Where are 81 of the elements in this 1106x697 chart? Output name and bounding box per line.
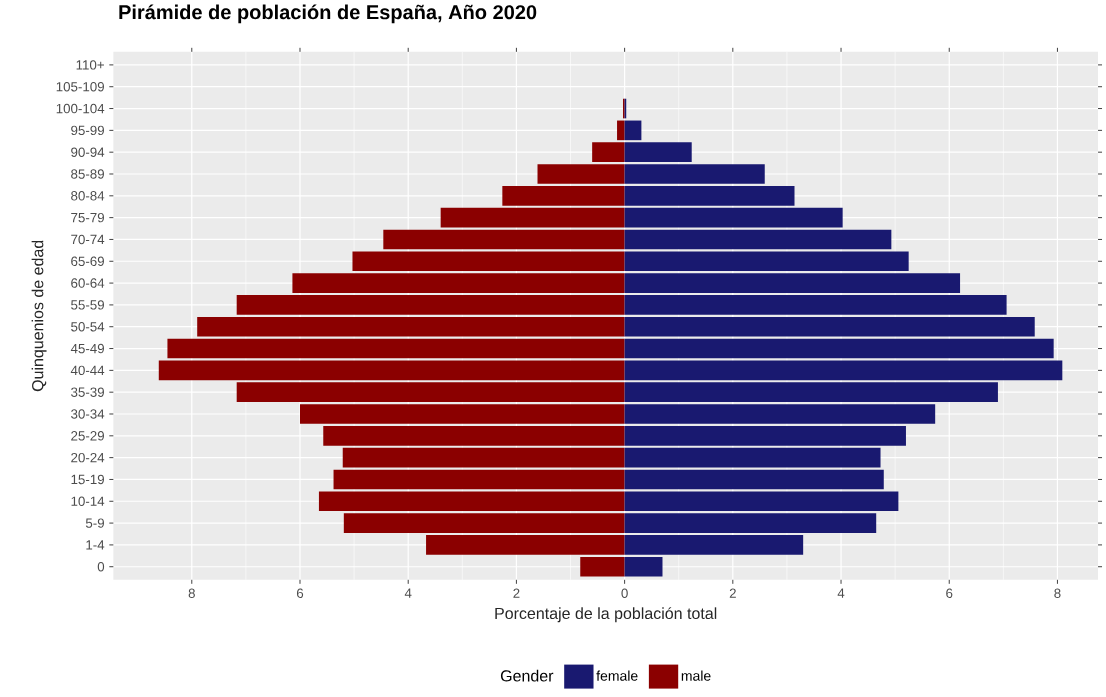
x-tick-label: 4 bbox=[404, 588, 412, 598]
bar bbox=[624, 426, 906, 446]
y-tick-label: 1-4 bbox=[86, 540, 105, 550]
bar bbox=[592, 142, 625, 163]
y-tick-label: 30-34 bbox=[71, 409, 105, 419]
legend-label: female bbox=[596, 670, 638, 681]
bar bbox=[624, 557, 663, 577]
y-axis-title: Quinquenios de edad bbox=[31, 240, 47, 392]
bar bbox=[426, 535, 625, 555]
bar bbox=[333, 469, 625, 490]
bar bbox=[617, 120, 625, 141]
y-tick-label: 75-79 bbox=[71, 213, 104, 223]
bar bbox=[624, 491, 899, 512]
x-tick-label: 6 bbox=[296, 588, 304, 599]
x-tick-label: 2 bbox=[729, 588, 736, 598]
y-tick-label: 0 bbox=[97, 562, 105, 572]
y-tick-label: 20-24 bbox=[71, 453, 105, 463]
bar bbox=[624, 317, 1035, 337]
bar bbox=[624, 404, 936, 424]
bar bbox=[624, 338, 1054, 359]
bar bbox=[624, 186, 795, 206]
y-tick-label: 95-99 bbox=[71, 125, 104, 136]
bar bbox=[624, 447, 881, 468]
chart-title: Pirámide de población de España, Año 2020 bbox=[119, 4, 537, 24]
bar bbox=[318, 491, 625, 512]
bar bbox=[292, 273, 625, 293]
x-tick-label: 4 bbox=[837, 588, 845, 598]
bar bbox=[624, 251, 909, 272]
y-tick-label: 70-74 bbox=[71, 234, 105, 245]
y-tick-label: 65-69 bbox=[71, 256, 104, 267]
y-tick-label: 100-104 bbox=[56, 103, 105, 114]
x-axis-title: Porcentaje de la población total bbox=[495, 607, 717, 623]
y-tick-label: 35-39 bbox=[71, 387, 104, 397]
bar bbox=[624, 120, 642, 141]
bar bbox=[624, 360, 1063, 381]
y-tick-label: 10-14 bbox=[71, 496, 105, 507]
legend-label: male bbox=[681, 670, 711, 681]
x-tick-label: 8 bbox=[1054, 588, 1061, 599]
bar bbox=[624, 295, 1007, 315]
y-tick-label: 50-54 bbox=[71, 322, 105, 332]
bar bbox=[624, 164, 765, 184]
x-tick-label: 2 bbox=[513, 588, 520, 598]
bar bbox=[624, 273, 961, 293]
bar bbox=[236, 382, 625, 403]
bar bbox=[323, 426, 625, 446]
bar bbox=[624, 207, 843, 228]
x-tick-label: 8 bbox=[188, 588, 195, 599]
bar bbox=[383, 229, 625, 250]
x-tick-label: 0 bbox=[621, 588, 628, 599]
y-tick-label: 110+ bbox=[76, 60, 104, 70]
legend-title: Gender bbox=[500, 669, 554, 682]
bar bbox=[236, 295, 625, 315]
y-tick-label: 40-44 bbox=[70, 365, 105, 376]
bar bbox=[537, 164, 625, 184]
x-tick-label: 6 bbox=[946, 588, 953, 599]
bar bbox=[343, 513, 625, 533]
y-tick-label: 60-64 bbox=[71, 278, 105, 288]
bar bbox=[624, 535, 804, 555]
bar bbox=[624, 229, 892, 250]
y-tick-label: 25-29 bbox=[71, 431, 104, 441]
bar bbox=[299, 404, 625, 424]
y-tick-label: 55-59 bbox=[71, 300, 104, 310]
y-tick-label: 15-19 bbox=[71, 474, 104, 485]
bar bbox=[580, 557, 625, 577]
bar bbox=[440, 207, 625, 228]
y-tick-label: 45-49 bbox=[70, 343, 104, 354]
y-tick-label: 85-89 bbox=[71, 169, 104, 179]
y-tick-label: 5-9 bbox=[85, 518, 104, 528]
bar bbox=[158, 360, 625, 381]
bar bbox=[197, 317, 625, 337]
bar bbox=[342, 447, 625, 468]
y-tick-label: 90-94 bbox=[71, 147, 105, 157]
bar bbox=[624, 142, 692, 163]
bar bbox=[167, 338, 625, 359]
bar bbox=[624, 513, 877, 533]
y-tick-label: 105-109 bbox=[56, 82, 104, 92]
bar bbox=[502, 186, 625, 206]
bar bbox=[624, 382, 998, 403]
bar bbox=[624, 469, 884, 490]
bar bbox=[352, 251, 625, 272]
y-tick-label: 80-84 bbox=[71, 191, 105, 201]
